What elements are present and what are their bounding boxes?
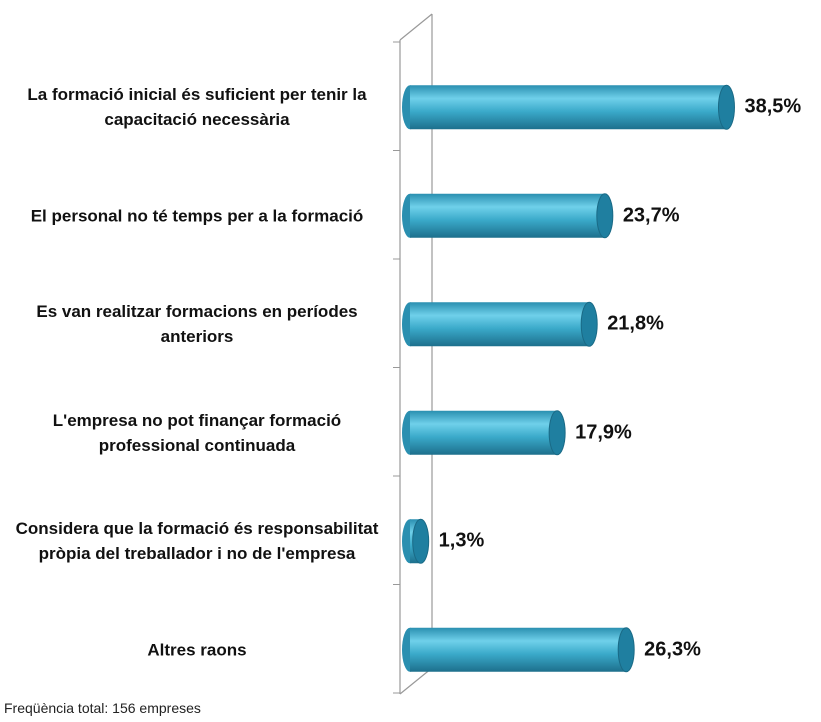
category-label: Considera que la formació és responsabil… (15, 519, 379, 564)
bar (410, 302, 590, 347)
bar-cap (580, 301, 598, 347)
bar-cap (617, 627, 635, 673)
bar (410, 410, 558, 455)
category-label: El personal no té temps per a la formaci… (30, 206, 364, 226)
value-label: 17,9% (575, 421, 632, 444)
value-label: 38,5% (744, 95, 802, 118)
bar-cap (548, 410, 566, 456)
bar-cap (717, 84, 735, 130)
category-label: Es van realitzar formacions en períodes … (36, 302, 358, 347)
value-label: 21,8% (607, 312, 664, 335)
value-label: 1,3% (438, 529, 485, 552)
footnote: Freqüència total: 156 empreses (4, 700, 201, 716)
bar-cap (412, 518, 430, 564)
value-label: 23,7% (622, 204, 680, 227)
category-label: Altres raons (147, 640, 247, 660)
bar (410, 627, 627, 672)
bar-cap (596, 193, 614, 239)
bar (410, 85, 727, 130)
value-label: 26,3% (644, 638, 701, 661)
category-label: La formació inicial és suficient per ten… (27, 85, 367, 130)
bar (410, 193, 605, 238)
category-label: L'empresa no pot finançar formació profe… (52, 410, 342, 455)
